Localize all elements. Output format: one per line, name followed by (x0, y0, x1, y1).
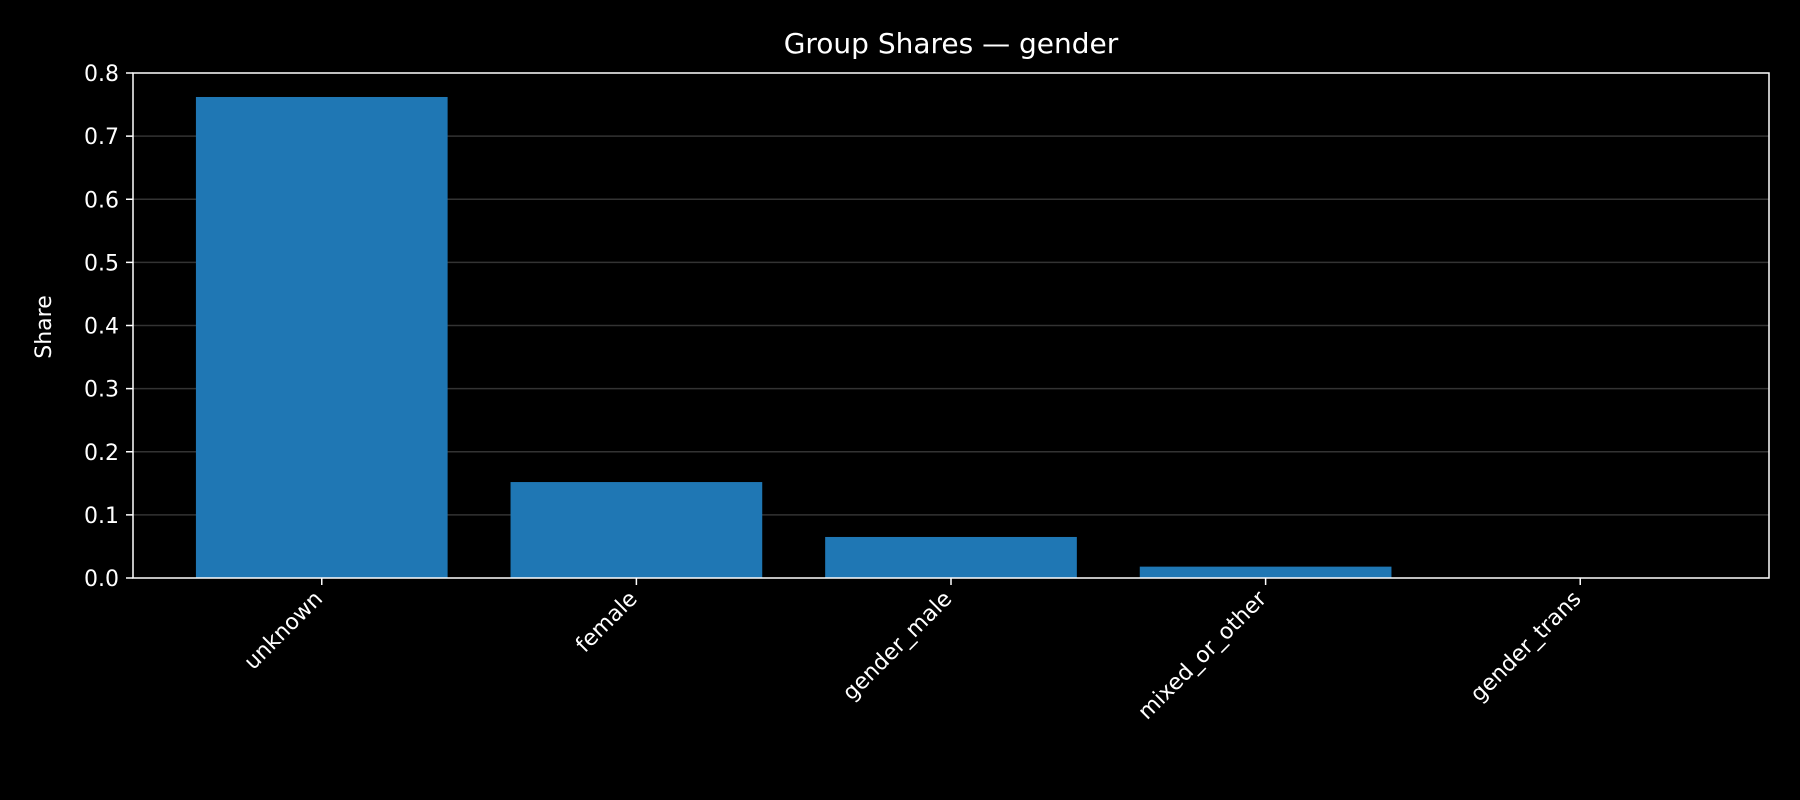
y-tick-label: 0.4 (84, 315, 119, 340)
y-tick-label: 0.0 (84, 567, 119, 592)
x-tick-label: female (571, 587, 642, 658)
y-tick-label: 0.8 (84, 62, 119, 87)
bar-unknown (195, 96, 448, 579)
x-tick-label: unknown (240, 587, 328, 675)
y-tick-label: 0.1 (84, 504, 119, 529)
y-axis-label: Share (32, 295, 57, 359)
x-tick-label: gender_male (838, 587, 957, 706)
x-tick-label: gender_trans (1466, 587, 1587, 708)
bar-female (510, 482, 763, 578)
chart-title: Group Shares — gender (784, 27, 1119, 60)
y-tick-label: 0.3 (84, 378, 119, 403)
bar-gender_male (825, 536, 1077, 578)
bars (195, 96, 1707, 579)
bar-mixed_or_other (1139, 566, 1392, 578)
y-tick-label: 0.7 (84, 125, 119, 150)
x-axis-ticks: unknown female gender_male mixed_or_other ge… (240, 578, 1587, 725)
y-axis-ticks: 0.0 0.1 0.2 0.3 0.4 0.5 0.6 0.7 0.8 (84, 62, 133, 592)
y-tick-label: 0.2 (84, 441, 119, 466)
y-tick-label: 0.5 (84, 251, 119, 276)
y-tick-label: 0.6 (84, 188, 119, 213)
x-tick-label: mixed_or_other (1134, 586, 1273, 725)
